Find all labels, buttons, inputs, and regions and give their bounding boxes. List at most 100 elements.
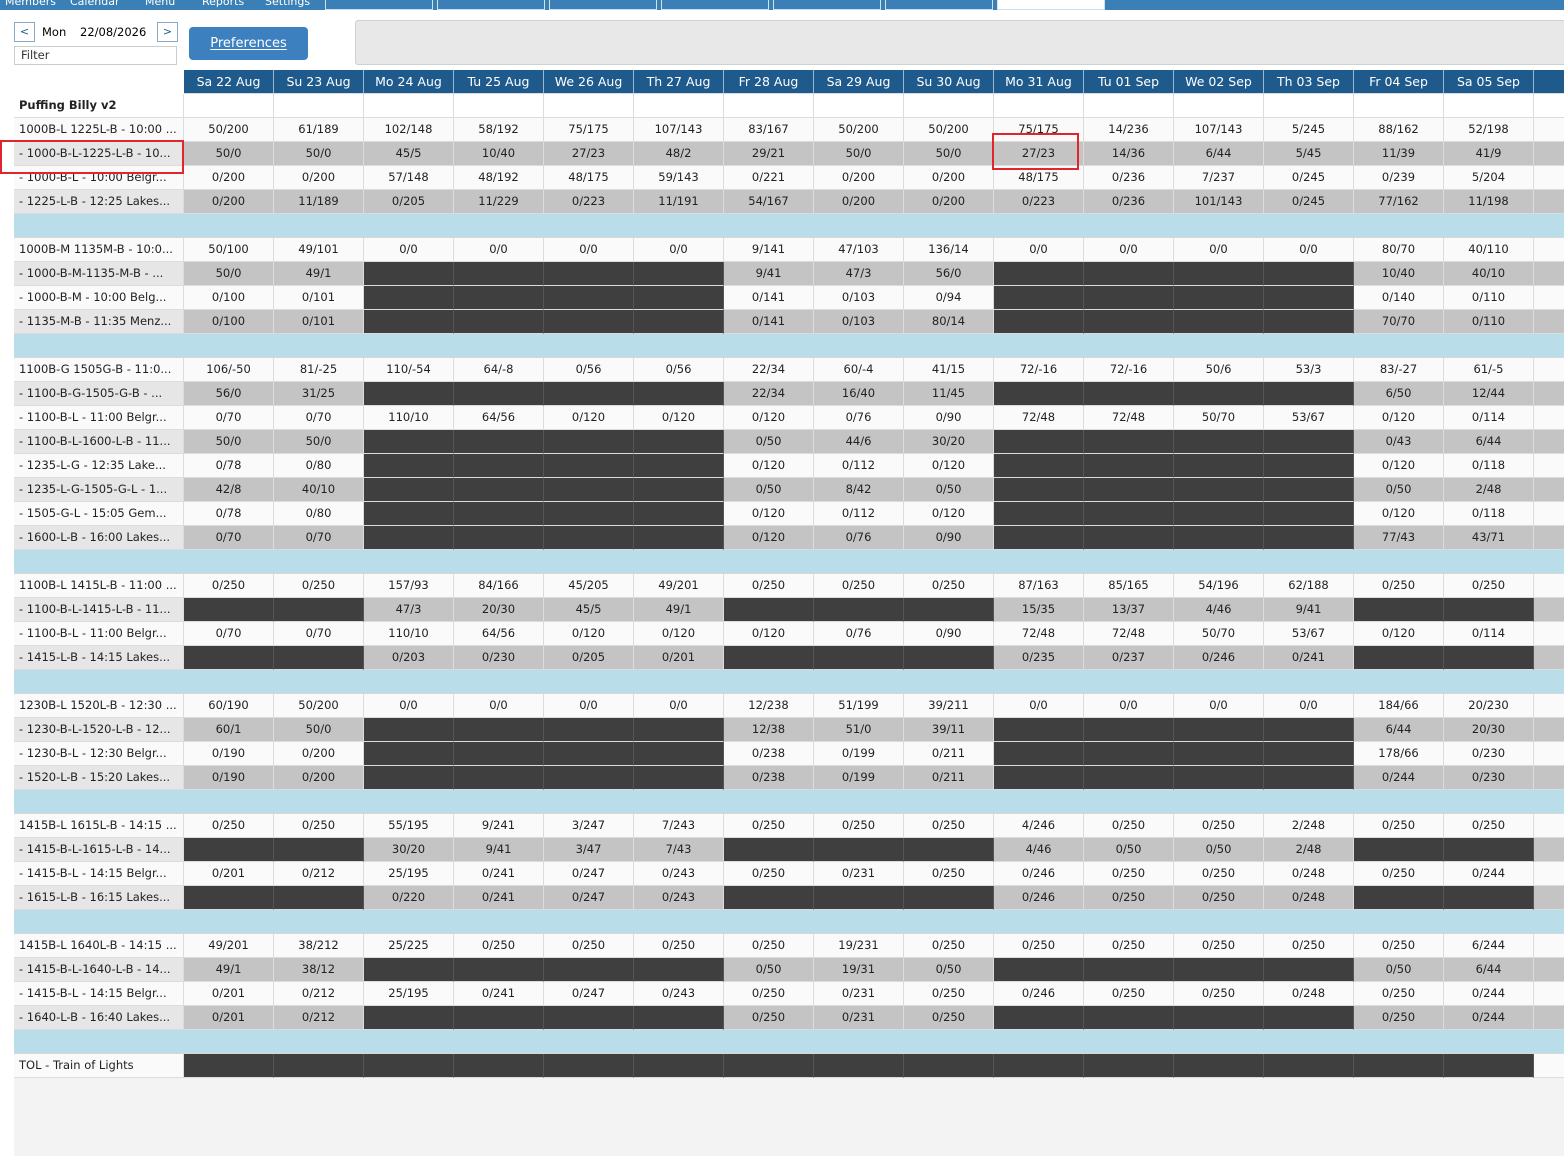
row-label[interactable]: - 1100-B-L - 11:00 Belgr... xyxy=(14,406,184,430)
availability-cell[interactable]: 41/15 xyxy=(904,358,994,382)
availability-cell[interactable]: 30/20 xyxy=(904,430,994,454)
availability-cell[interactable]: 80/70 xyxy=(1354,238,1444,262)
availability-cell[interactable]: 14/36 xyxy=(1084,142,1174,166)
availability-cell[interactable]: 0/70 xyxy=(184,622,274,646)
availability-cell[interactable]: 136/14 xyxy=(904,238,994,262)
availability-cell[interactable]: 0/94 xyxy=(904,286,994,310)
availability-cell[interactable]: 4/46 xyxy=(994,838,1084,862)
availability-cell[interactable]: 7/237 xyxy=(1174,166,1264,190)
availability-cell[interactable]: 72/48 xyxy=(1084,622,1174,646)
availability-cell[interactable]: 0/223 xyxy=(544,190,634,214)
availability-cell[interactable]: 0/250 xyxy=(1174,862,1264,886)
availability-cell[interactable]: 0/243 xyxy=(634,982,724,1006)
availability-cell[interactable]: 0/90 xyxy=(904,406,994,430)
availability-cell[interactable]: 0/231 xyxy=(814,1006,904,1030)
availability-cell[interactable]: 48/192 xyxy=(454,166,544,190)
availability-cell[interactable]: 50/100 xyxy=(184,238,274,262)
availability-cell[interactable]: 55/195 xyxy=(364,814,454,838)
availability-cell[interactable]: 62/188 xyxy=(1264,574,1354,598)
availability-cell[interactable]: 0/50 xyxy=(724,430,814,454)
availability-cell[interactable]: 0/200 xyxy=(274,166,364,190)
availability-cell[interactable]: 110/-54 xyxy=(364,358,454,382)
availability-cell[interactable]: 8/42 xyxy=(814,478,904,502)
availability-cell[interactable]: 0/0 xyxy=(1084,238,1174,262)
availability-cell[interactable]: 0/250 xyxy=(544,934,634,958)
availability-cell[interactable]: 9/41 xyxy=(1264,598,1354,622)
availability-cell[interactable]: 40/110 xyxy=(1444,238,1534,262)
availability-cell[interactable]: 0/250 xyxy=(1084,814,1174,838)
availability-cell[interactable]: 11/39 xyxy=(1354,142,1444,166)
availability-cell[interactable]: 0/247 xyxy=(544,862,634,886)
availability-cell[interactable]: 54/167 xyxy=(724,190,814,214)
availability-cell[interactable]: 19/31 xyxy=(814,958,904,982)
availability-cell[interactable]: 0/120 xyxy=(724,454,814,478)
availability-cell[interactable]: 0/70 xyxy=(274,526,364,550)
availability-cell[interactable]: 72/48 xyxy=(994,622,1084,646)
availability-cell[interactable]: 0/200 xyxy=(904,190,994,214)
availability-cell[interactable]: 0/118 xyxy=(1444,502,1534,526)
availability-cell[interactable]: 0/231 xyxy=(814,982,904,1006)
availability-cell[interactable]: 0/103 xyxy=(814,286,904,310)
availability-cell[interactable]: 5/245 xyxy=(1264,118,1354,142)
availability-cell[interactable]: 9/141 xyxy=(724,238,814,262)
row-label[interactable]: - 1100-B-G-1505-G-B - ... xyxy=(14,382,184,406)
row-label[interactable]: - 1415-B-L - 14:15 Belgr... xyxy=(14,862,184,886)
availability-cell[interactable]: 0/250 xyxy=(274,814,364,838)
availability-cell[interactable]: 101/143 xyxy=(1174,190,1264,214)
availability-cell[interactable]: 0/221 xyxy=(724,166,814,190)
availability-cell[interactable]: 0/120 xyxy=(1354,454,1444,478)
row-label[interactable]: - 1615-L-B - 16:15 Lakes... xyxy=(14,886,184,910)
row-label[interactable]: - 1415-B-L-1640-L-B - 14... xyxy=(14,958,184,982)
availability-cell[interactable]: 20/30 xyxy=(454,598,544,622)
availability-cell[interactable]: 0/250 xyxy=(724,982,814,1006)
tab-active[interactable] xyxy=(997,0,1105,10)
row-label[interactable]: 1415B-L 1640L-B - 14:15 ... xyxy=(14,934,184,958)
availability-cell[interactable]: 0/243 xyxy=(634,862,724,886)
availability-cell[interactable]: 0/212 xyxy=(274,1006,364,1030)
availability-cell[interactable]: 61/-5 xyxy=(1444,358,1534,382)
availability-cell[interactable]: 0/231 xyxy=(814,862,904,886)
availability-cell[interactable]: 0/0 xyxy=(364,238,454,262)
availability-cell[interactable]: 0/250 xyxy=(724,862,814,886)
date[interactable]: 22/08/2026 xyxy=(80,25,147,39)
availability-cell[interactable]: 10/40 xyxy=(1354,262,1444,286)
availability-cell[interactable]: 0/241 xyxy=(1264,646,1354,670)
availability-cell[interactable]: 0/220 xyxy=(364,886,454,910)
availability-cell[interactable]: 0/50 xyxy=(904,478,994,502)
availability-cell[interactable]: 84/166 xyxy=(454,574,544,598)
availability-cell[interactable]: 4/46 xyxy=(1174,598,1264,622)
availability-cell[interactable]: 83/167 xyxy=(724,118,814,142)
availability-cell[interactable]: 0/120 xyxy=(1354,406,1444,430)
row-label[interactable]: - 1520-L-B - 15:20 Lakes... xyxy=(14,766,184,790)
row-label[interactable]: - 1235-L-G-1505-G-L - 1... xyxy=(14,478,184,502)
availability-cell[interactable]: 0/248 xyxy=(1264,862,1354,886)
availability-cell[interactable]: 0/250 xyxy=(1084,982,1174,1006)
availability-cell[interactable]: 50/70 xyxy=(1174,406,1264,430)
availability-cell[interactable]: 0/120 xyxy=(724,406,814,430)
availability-cell[interactable]: 50/0 xyxy=(274,718,364,742)
availability-cell[interactable]: 7/43 xyxy=(634,838,724,862)
availability-cell[interactable]: 0/250 xyxy=(454,934,544,958)
availability-cell[interactable]: 49/1 xyxy=(634,598,724,622)
availability-cell[interactable]: 0/250 xyxy=(1084,886,1174,910)
tab[interactable] xyxy=(549,0,657,10)
row-label[interactable]: - 1000-B-M - 10:00 Belg... xyxy=(14,286,184,310)
availability-cell[interactable]: 0/56 xyxy=(634,358,724,382)
availability-cell[interactable]: 3/47 xyxy=(544,838,634,862)
availability-cell[interactable]: 0/120 xyxy=(1354,502,1444,526)
availability-cell[interactable]: 15/35 xyxy=(994,598,1084,622)
availability-cell[interactable]: 6/44 xyxy=(1444,430,1534,454)
availability-cell[interactable]: 64/-8 xyxy=(454,358,544,382)
availability-cell[interactable]: 72/48 xyxy=(994,406,1084,430)
availability-cell[interactable]: 75/175 xyxy=(544,118,634,142)
availability-cell[interactable]: 31/25 xyxy=(274,382,364,406)
availability-cell[interactable]: 0/141 xyxy=(724,310,814,334)
availability-cell[interactable]: 0/120 xyxy=(724,502,814,526)
availability-cell[interactable]: 19/231 xyxy=(814,934,904,958)
availability-cell[interactable]: 0/239 xyxy=(1354,166,1444,190)
row-label[interactable]: - 1100-B-L - 11:00 Belgr... xyxy=(14,622,184,646)
availability-cell[interactable]: 58/192 xyxy=(454,118,544,142)
availability-cell[interactable]: 0/223 xyxy=(994,190,1084,214)
availability-cell[interactable]: 25/195 xyxy=(364,862,454,886)
availability-cell[interactable]: 53/3 xyxy=(1264,358,1354,382)
